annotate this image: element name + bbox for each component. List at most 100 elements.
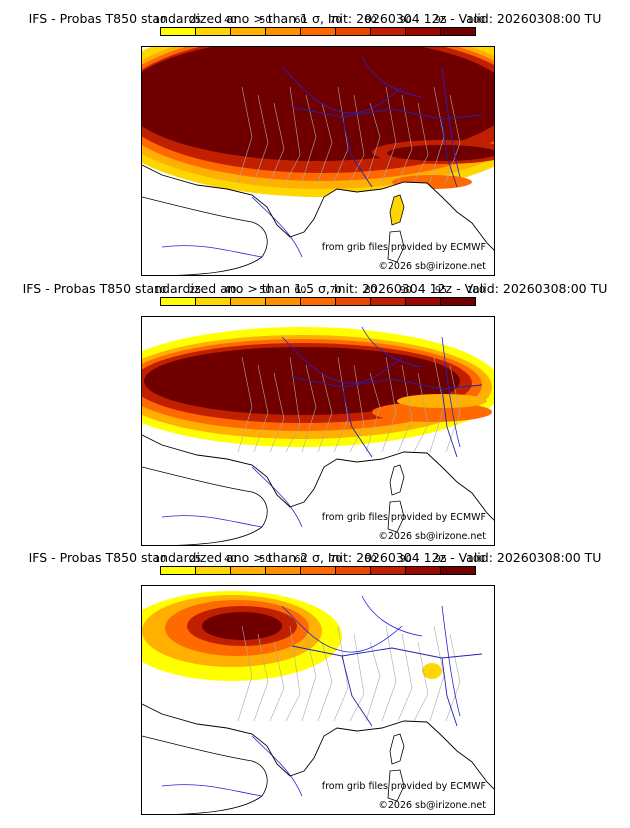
admin-boundary — [253, 94, 269, 183]
colorbar-tick-label: 10 — [153, 554, 167, 565]
admin-boundary — [317, 102, 333, 183]
admin-boundary — [253, 364, 269, 453]
colorbar-segment — [231, 28, 266, 35]
country-border — [291, 376, 483, 390]
colorbar-segment — [301, 567, 336, 574]
admin-boundary — [333, 625, 349, 722]
colorbar-segment — [196, 28, 231, 35]
colorbar-segment — [406, 298, 441, 305]
river — [161, 784, 263, 797]
colorbar-segment — [371, 28, 406, 35]
panel-title: IFS - Probas T850 standardized ano > tha… — [28, 550, 602, 565]
colorbar-tick-label: 40 — [224, 285, 237, 296]
colorbar-tick-label: 95 — [434, 15, 447, 26]
colorbar-tick-label: 70 — [329, 554, 342, 565]
colorbar-segment — [301, 28, 336, 35]
country-border — [291, 106, 483, 120]
admin-boundary — [413, 372, 429, 453]
panel-title: IFS - Probas T850 standardized ano > tha… — [22, 281, 608, 296]
colorbar-segment — [371, 567, 406, 574]
admin-boundary — [365, 372, 381, 453]
source-credit: from grib files provided by ECMWF — [321, 242, 486, 253]
admin-boundary — [381, 356, 397, 453]
colorbar-tick-label: 100 — [466, 15, 486, 26]
admin-boundary — [397, 94, 413, 183]
map-canvas — [142, 47, 494, 275]
colorbar — [160, 566, 476, 575]
colorbar-tick-label: 80 — [364, 15, 377, 26]
copyright: ©2026 sb@irizone.net — [378, 800, 486, 811]
sardinia-island — [387, 769, 405, 802]
coastline — [142, 434, 494, 521]
admin-boundary — [349, 633, 365, 722]
river — [251, 466, 303, 528]
admin-boundary — [253, 633, 269, 722]
colorbar-tick-label: 95 — [434, 554, 447, 565]
river — [441, 66, 461, 178]
map-canvas — [142, 326, 494, 545]
colorbar-segment — [196, 298, 231, 305]
copyright: ©2026 sb@irizone.net — [378, 531, 486, 542]
sardinia-island — [387, 500, 405, 533]
sardinia-island — [387, 230, 405, 263]
admin-boundary — [269, 102, 285, 183]
iberia-coast — [142, 196, 268, 275]
admin-boundary — [237, 356, 253, 453]
river — [361, 326, 423, 368]
probability-area — [397, 394, 487, 408]
river — [161, 515, 263, 528]
colorbar-tick-label: 80 — [364, 285, 377, 296]
admin-boundary — [301, 94, 317, 183]
colorbar-tick-label: 90 — [399, 285, 412, 296]
colorbar-segment — [336, 28, 371, 35]
colorbar-tick-label: 25 — [189, 554, 202, 565]
country-border — [441, 118, 458, 188]
admin-boundary — [397, 633, 413, 722]
colorbar-segment — [266, 28, 301, 35]
river — [281, 605, 403, 653]
colorbar-segment — [301, 298, 336, 305]
river — [441, 336, 461, 448]
colorbar — [160, 297, 476, 306]
source-credit: from grib files provided by ECMWF — [321, 512, 486, 523]
colorbar-segment — [266, 567, 301, 574]
colorbar-segment — [336, 298, 371, 305]
map-canvas — [142, 591, 494, 814]
admin-boundary — [381, 86, 397, 183]
probability-map: from grib files provided by ECMWF ©2026 … — [141, 585, 495, 815]
coastline — [142, 703, 494, 790]
admin-boundary — [317, 372, 333, 453]
colorbar-ticks: 10 25 40 50 60 70 80 90 95 100 — [154, 285, 485, 297]
admin-boundary — [381, 625, 397, 722]
iberia-coast — [142, 466, 268, 545]
country-border — [341, 116, 373, 188]
colorbar-tick-label: 60 — [294, 15, 307, 26]
country-border — [341, 386, 373, 458]
colorbar-segment — [161, 567, 196, 574]
colorbar-tick-label: 50 — [259, 554, 272, 565]
coastline — [142, 164, 494, 251]
admin-boundary — [413, 102, 429, 183]
colorbar-segment — [231, 567, 266, 574]
colorbar — [160, 27, 476, 36]
colorbar-ticks: 10 25 40 50 60 70 80 90 95 100 — [154, 15, 485, 27]
colorbar-tick-label: 60 — [294, 285, 307, 296]
colorbar-segment — [441, 298, 475, 305]
colorbar-ticks: 10 25 40 50 60 70 80 90 95 100 — [154, 554, 485, 566]
colorbar-tick-label: 100 — [466, 285, 486, 296]
admin-boundary — [237, 625, 253, 722]
panel-1: IFS - Probas T850 standardized ano > tha… — [0, 0, 630, 276]
admin-boundary — [285, 625, 301, 722]
corsica-island — [389, 733, 405, 765]
admin-boundary — [365, 102, 381, 183]
colorbar-segment — [231, 298, 266, 305]
colorbar-segment — [441, 567, 475, 574]
admin-boundary — [333, 356, 349, 453]
iberia-coast — [142, 735, 268, 814]
colorbar-segment — [371, 298, 406, 305]
admin-boundary — [237, 86, 253, 183]
country-border — [441, 657, 458, 727]
probability-map: from grib files provided by ECMWF ©2026 … — [141, 316, 495, 546]
probability-area — [387, 145, 494, 161]
admin-boundary — [301, 364, 317, 453]
